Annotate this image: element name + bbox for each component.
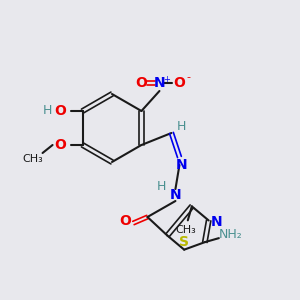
Text: H: H — [43, 104, 52, 118]
Text: H: H — [157, 181, 166, 194]
Text: CH₃: CH₃ — [176, 225, 196, 235]
Text: N: N — [211, 215, 223, 230]
Text: CH₃: CH₃ — [22, 154, 43, 164]
Text: H: H — [177, 121, 186, 134]
Text: O: O — [173, 76, 185, 90]
Text: N: N — [176, 158, 187, 172]
Text: O: O — [55, 138, 67, 152]
Text: O: O — [136, 76, 147, 90]
Text: S: S — [179, 235, 189, 249]
Text: -: - — [186, 72, 191, 82]
Text: O: O — [119, 214, 131, 228]
Text: +: + — [164, 74, 170, 83]
Text: N: N — [169, 188, 181, 202]
Text: O: O — [55, 104, 67, 118]
Text: N: N — [154, 76, 165, 90]
Text: NH₂: NH₂ — [219, 228, 243, 241]
